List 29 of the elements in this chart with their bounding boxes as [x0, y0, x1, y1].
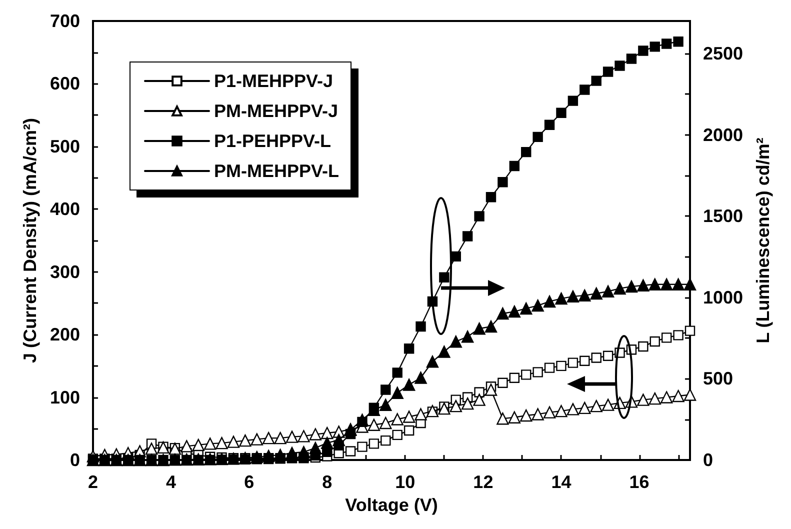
- y2-tick-label: 1000: [703, 287, 744, 308]
- y-tick-label: 200: [50, 324, 80, 345]
- legend-label: PM-MEHPPV-L: [214, 161, 340, 181]
- x-tick-label: 14: [551, 472, 572, 492]
- legend-label: P1-PEHPPV-L: [214, 131, 332, 151]
- y-tick-label: 500: [50, 136, 80, 156]
- x-tick-label: 2: [88, 472, 98, 492]
- y-tick-label: 700: [50, 11, 80, 31]
- x-tick-label: 10: [395, 472, 416, 492]
- y-tick-label: 600: [50, 74, 80, 94]
- y2-tick-label: 0: [703, 450, 714, 470]
- x-tick-label: 12: [473, 472, 494, 492]
- legend-label: P1-MEHPPV-J: [214, 71, 334, 91]
- y2-tick-label: 2000: [703, 124, 744, 145]
- y-axis-title: J (Current Density) (mA/cm²): [20, 118, 40, 364]
- y-tick-label: 0: [70, 450, 80, 470]
- y-tick-label: 400: [50, 199, 80, 220]
- x-axis-title: Voltage (V): [345, 494, 438, 515]
- y2-tick-label: 2500: [703, 44, 744, 64]
- x-tick-label: 8: [322, 472, 332, 492]
- y-tick-label: 100: [50, 387, 80, 408]
- y2-tick-label: 1500: [703, 206, 744, 226]
- y2-tick-label: 500: [703, 368, 734, 389]
- y-tick-label: 300: [50, 262, 80, 282]
- x-tick-label: 16: [629, 472, 650, 492]
- legend-label: PM-MEHPPV-J: [214, 101, 338, 121]
- y2-axis-title: L (Luminescence) cd/m²: [752, 138, 773, 344]
- x-tick-label: 4: [166, 472, 176, 492]
- x-tick-label: 6: [244, 472, 254, 492]
